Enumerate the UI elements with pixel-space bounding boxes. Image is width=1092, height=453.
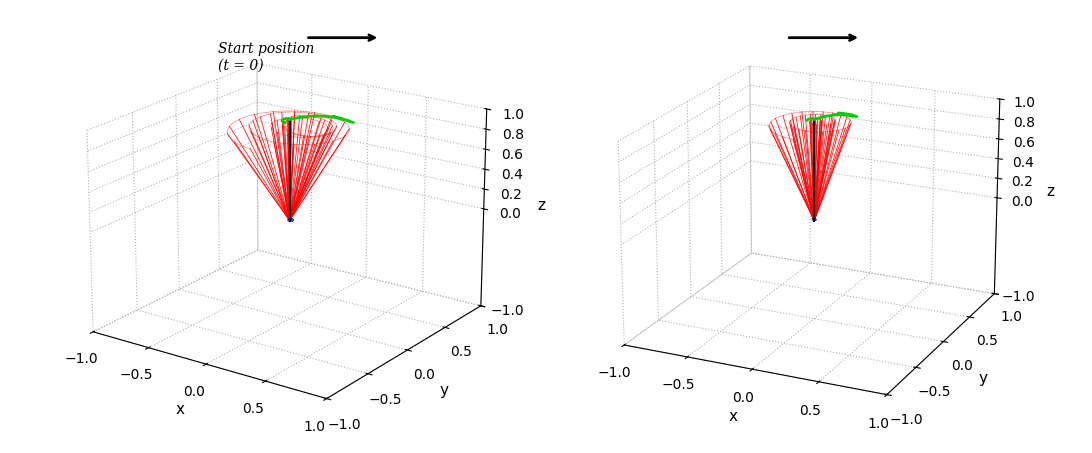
Y-axis label: y: y — [439, 383, 449, 398]
X-axis label: x: x — [728, 409, 737, 424]
Y-axis label: y: y — [978, 371, 987, 386]
Text: Start position
(t = 0): Start position (t = 0) — [217, 42, 314, 72]
X-axis label: x: x — [175, 402, 185, 417]
